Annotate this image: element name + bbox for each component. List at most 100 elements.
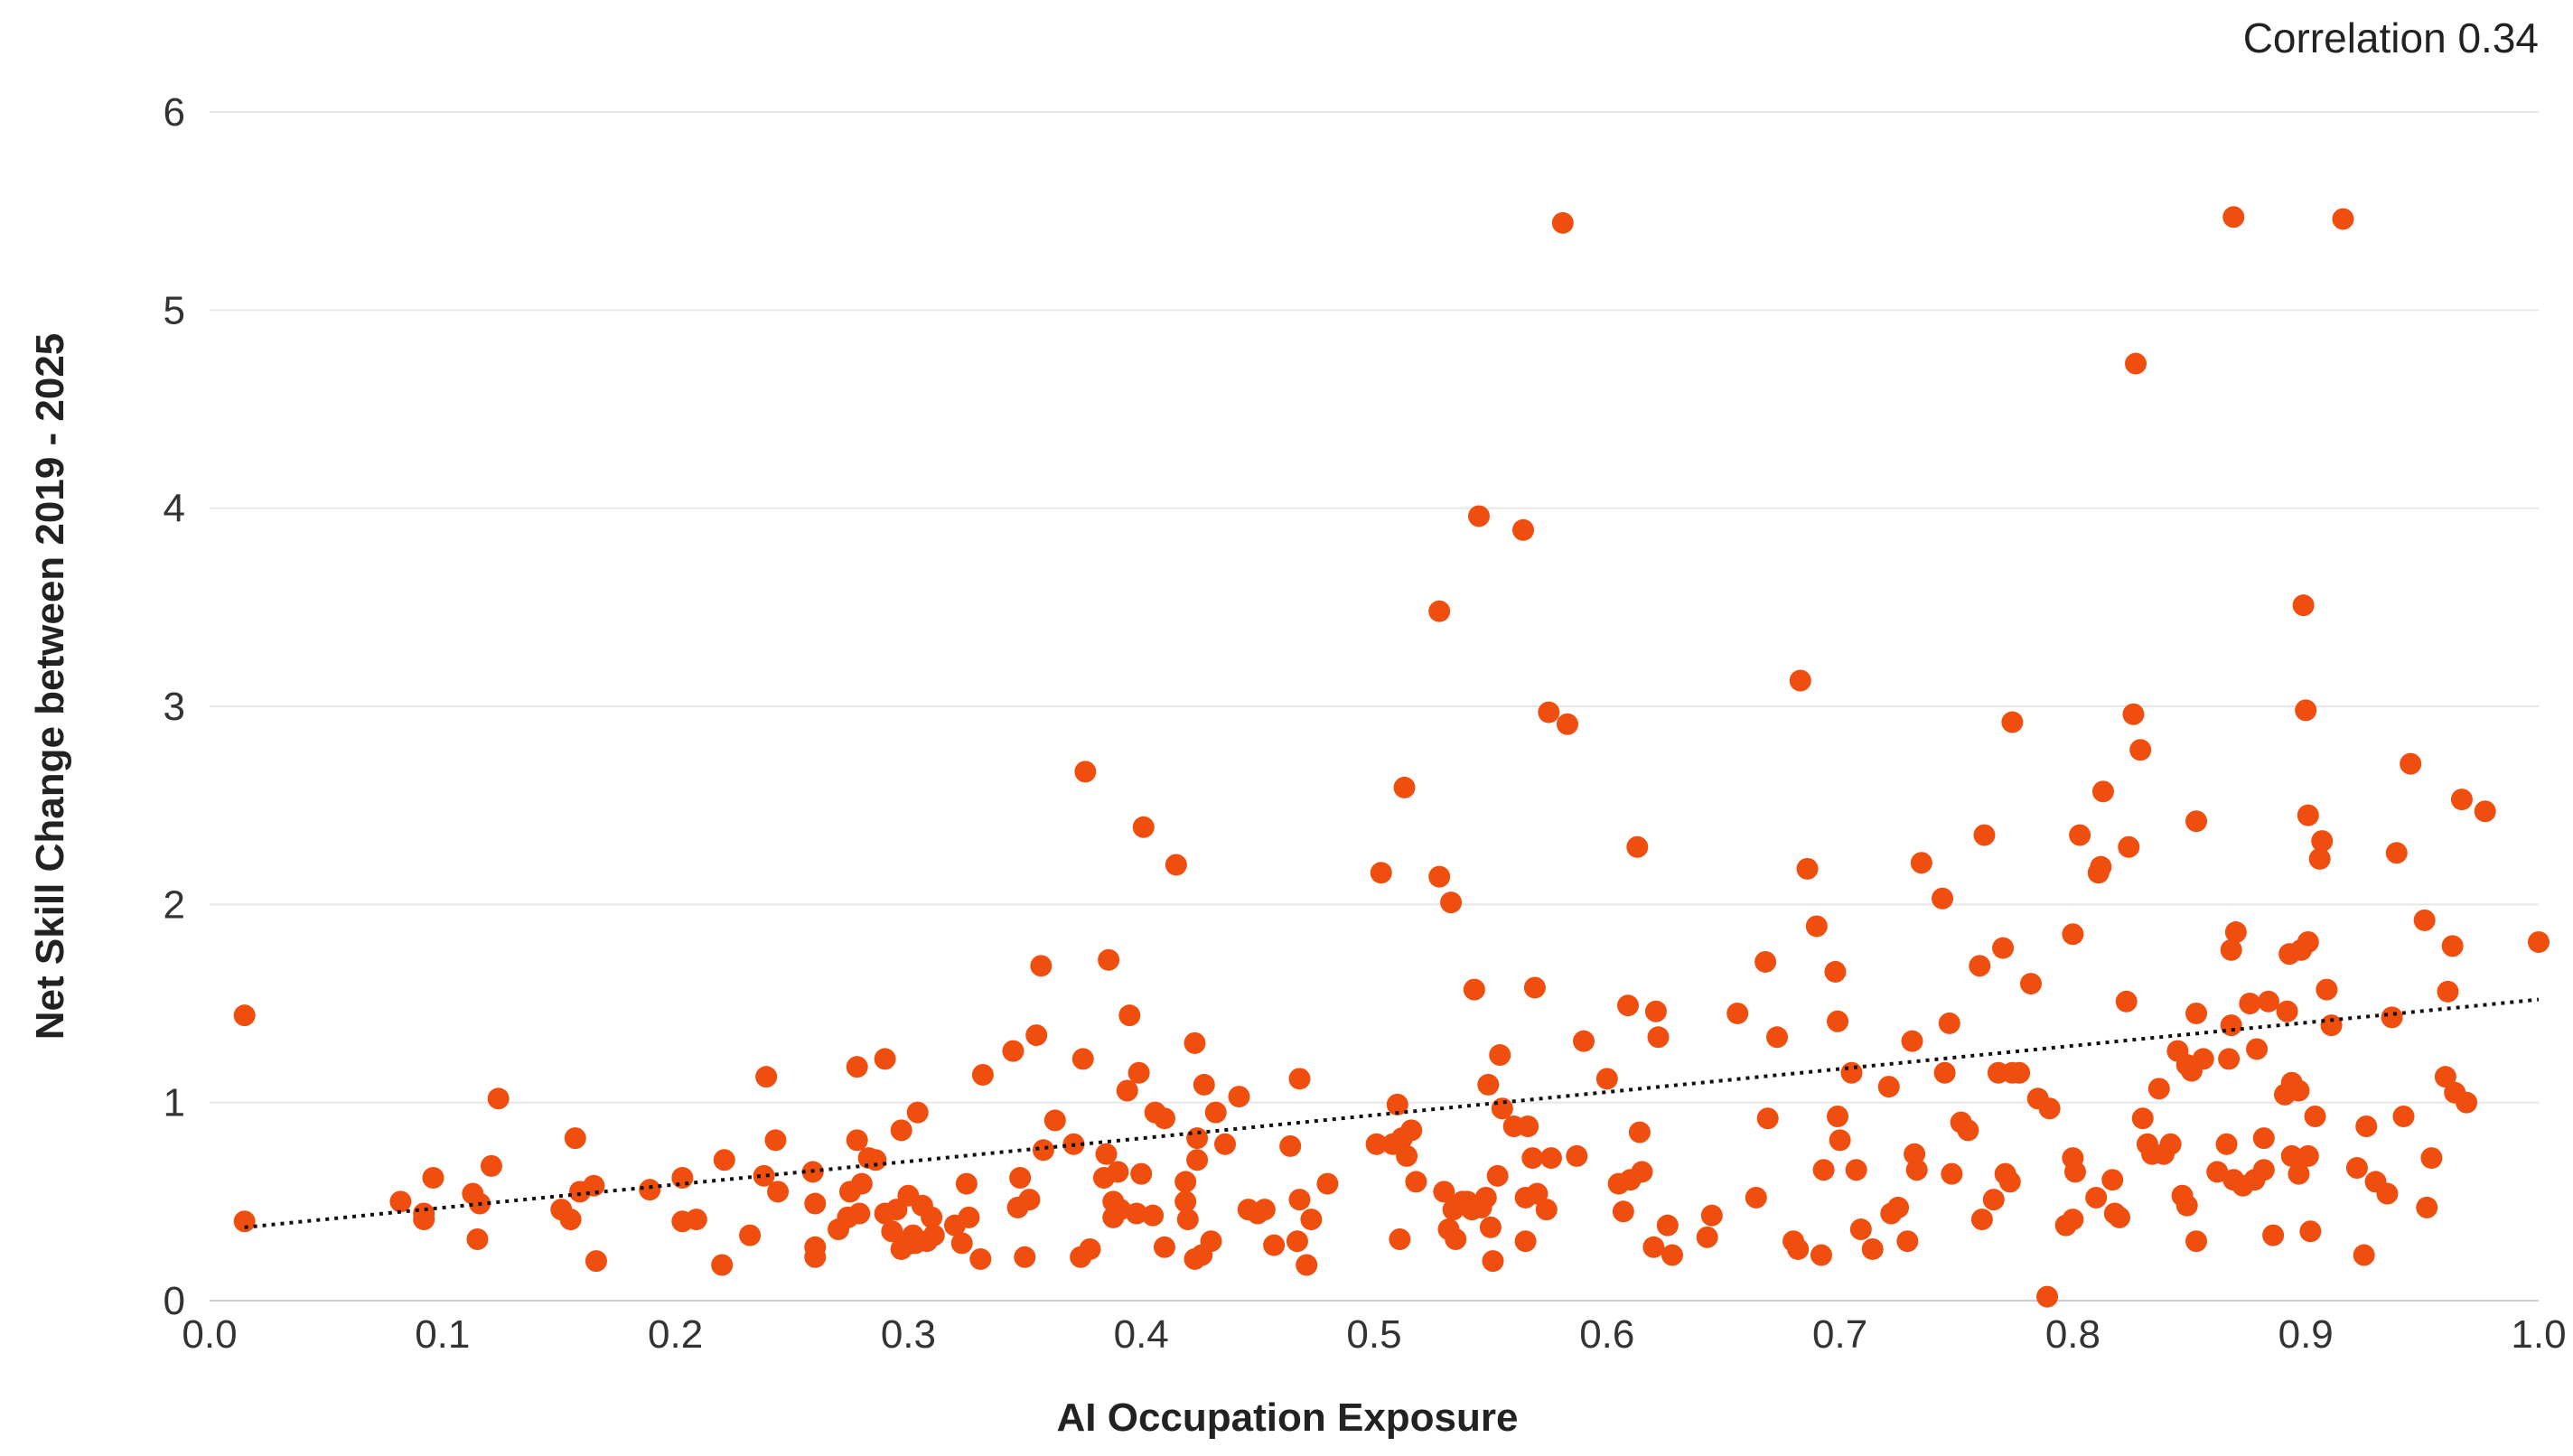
data-point: [1228, 1086, 1250, 1108]
data-point: [1517, 1115, 1539, 1137]
data-point: [713, 1149, 735, 1171]
data-point: [1300, 1209, 1323, 1231]
y-tick-label: 1: [164, 1081, 185, 1125]
data-point: [1288, 1068, 1311, 1090]
data-point: [1656, 1214, 1679, 1237]
data-point: [1386, 1093, 1408, 1115]
data-point: [1805, 915, 1828, 938]
data-point: [2392, 1106, 2415, 1128]
data-point: [1700, 1204, 1723, 1227]
data-point: [1200, 1230, 1222, 1253]
data-point: [1845, 1159, 1867, 1181]
x-tick-label: 1.0: [2511, 1312, 2566, 1357]
data-point: [2062, 1209, 2084, 1231]
x-axis-ticks: 0.0 0.1 0.2 0.3 0.4 0.5 0.6 0.7 0.8 0.9 1.0: [182, 1312, 2566, 1357]
data-point: [1998, 1171, 2021, 1193]
data-point: [2355, 1115, 2378, 1137]
x-tick-label: 0.7: [1812, 1312, 1867, 1357]
data-point: [1263, 1234, 1286, 1256]
data-point: [1107, 1161, 1129, 1183]
x-tick-label: 0.9: [2278, 1312, 2334, 1357]
data-point: [1486, 1164, 1509, 1187]
data-point: [1617, 994, 1640, 1017]
y-tick-label: 5: [164, 288, 185, 332]
data-point: [874, 1048, 896, 1070]
data-point: [1463, 978, 1485, 1001]
data-point: [1009, 1167, 1032, 1190]
data-point: [2215, 1133, 2238, 1155]
y-tick-label: 3: [164, 685, 185, 729]
data-point: [1428, 865, 1451, 888]
data-point: [1043, 1109, 1066, 1132]
data-point: [1489, 1044, 1511, 1067]
data-point: [2063, 1161, 2086, 1183]
data-point: [2185, 810, 2208, 833]
data-point: [2252, 1159, 2275, 1181]
data-point: [2185, 1002, 2208, 1024]
data-point: [2276, 1000, 2298, 1022]
data-point: [1074, 761, 1097, 783]
data-point: [2280, 1144, 2303, 1167]
data-point: [1253, 1199, 1276, 1221]
data-point: [848, 1202, 871, 1225]
data-point: [2062, 923, 2084, 946]
data-point: [1824, 960, 1847, 983]
data-point: [906, 1101, 929, 1124]
data-point: [1849, 1218, 1872, 1241]
data-point: [1573, 1030, 1595, 1052]
data-point: [2129, 739, 2152, 761]
data-point: [1661, 1244, 1683, 1266]
data-point: [2239, 993, 2261, 1014]
data-point: [1535, 1199, 1558, 1221]
data-point: [2353, 1244, 2375, 1266]
data-point: [2085, 1186, 2108, 1209]
data-point: [921, 1206, 943, 1228]
gridlines: [210, 111, 2539, 1302]
data-point: [1754, 950, 1777, 973]
data-point: [480, 1154, 502, 1177]
data-point: [1992, 937, 2015, 959]
data-point: [1647, 1026, 1670, 1049]
data-point: [583, 1174, 605, 1197]
data-point: [1071, 1048, 1094, 1070]
data-point: [2320, 1014, 2343, 1037]
data-point: [2125, 352, 2147, 375]
data-point: [1018, 1189, 1041, 1211]
data-point: [1153, 1236, 1175, 1258]
data-point: [955, 1172, 978, 1195]
data-point: [2474, 800, 2496, 823]
data-point: [1014, 1246, 1036, 1268]
data-point: [1982, 1189, 2005, 1211]
x-tick-label: 0.0: [182, 1312, 237, 1357]
data-point: [1595, 1068, 1618, 1090]
data-point: [2288, 1162, 2310, 1185]
data-point: [739, 1224, 762, 1246]
data-point: [2115, 990, 2138, 1013]
data-point: [1526, 1182, 1548, 1205]
data-point: [1812, 1159, 1835, 1181]
data-points: [233, 206, 2550, 1308]
y-axis-title: Net Skill Change between 2019 - 2025: [28, 333, 72, 1041]
data-point: [2262, 1224, 2285, 1246]
data-point: [2332, 208, 2354, 230]
data-point: [1631, 1161, 1653, 1183]
data-point: [2316, 978, 2338, 1001]
data-point: [1214, 1133, 1237, 1155]
data-point: [846, 1056, 868, 1078]
data-point: [1389, 1228, 1411, 1251]
data-point: [2381, 1006, 2403, 1029]
data-point: [1193, 1073, 1215, 1096]
data-point: [2304, 1106, 2326, 1128]
data-point: [1445, 1228, 1467, 1251]
data-point: [1186, 1127, 1209, 1150]
data-point: [1396, 1144, 1418, 1167]
data-point: [2001, 711, 2024, 733]
data-point: [1626, 835, 1649, 858]
data-point: [1098, 948, 1120, 971]
data-point: [2345, 1157, 2368, 1180]
data-point: [1477, 1073, 1500, 1096]
data-point: [2206, 1161, 2229, 1183]
data-point: [2376, 1182, 2399, 1205]
x-tick-label: 0.2: [648, 1312, 703, 1357]
data-point: [1973, 824, 1996, 846]
